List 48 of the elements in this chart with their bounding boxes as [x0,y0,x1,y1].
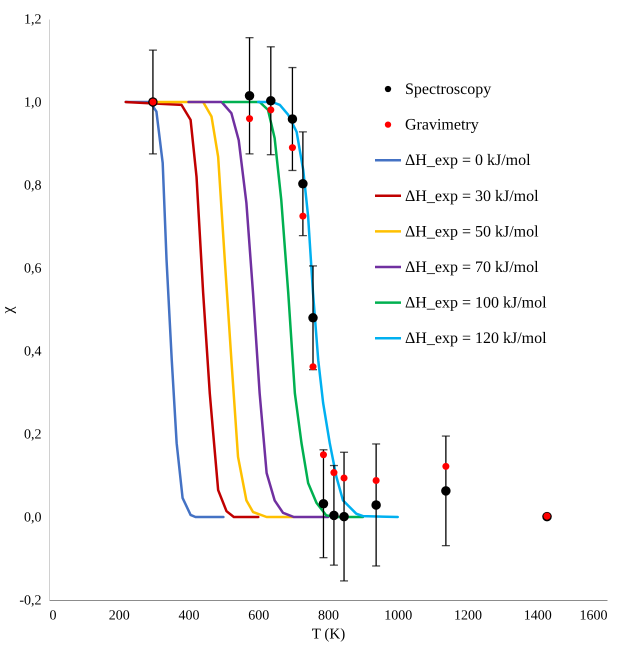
y-axis-title: χ [0,306,16,315]
point [246,115,254,122]
legend-label: Gravimetry [405,116,479,134]
point [309,363,317,370]
x-tick-label: 200 [108,608,130,624]
point [441,486,451,496]
point [339,512,349,522]
x-tick-label: 1400 [524,608,552,624]
legend-label: ΔH_exp = 50 kJ/mol [405,223,540,240]
legend-label: ΔH_exp = 0 kJ/mol [405,152,532,170]
y-tick-label: 0,6 [24,262,42,276]
x-tick-label: 1600 [580,608,608,624]
point [298,179,308,188]
point [330,469,338,476]
point [320,451,327,458]
x-tick-label: 1000 [384,608,412,624]
y-tick-label: 0,2 [24,428,42,442]
point [372,476,380,484]
x-axis-title: T (K) [312,626,346,642]
point [442,462,450,470]
y-tick-label: 1,0 [24,96,42,110]
legend-label: ΔH_exp = 100 kJ/mol [405,294,548,312]
x-tick-label: 600 [248,608,270,624]
y-tick-label: 0,4 [24,344,42,360]
point [308,313,318,323]
legend-label: Spectroscopy [405,81,492,98]
point [318,498,328,508]
point [244,91,254,101]
point [340,474,348,482]
point [329,510,339,520]
x-tick-label: 800 [318,608,339,624]
point [288,144,296,152]
point [371,500,381,510]
point [267,106,274,114]
line-series [124,100,260,518]
point [266,96,276,106]
y-tick-label: 0,0 [24,510,42,526]
x-tick-label: 1200 [454,608,482,624]
y-tick-label: 1,2 [24,12,42,28]
legend-label: ΔH_exp = 70 kJ/mol [405,259,540,276]
legend-label: ΔH_exp = 120 kJ/mol [405,330,548,348]
y-tick-label: -0,2 [19,594,42,608]
x-tick-label: 400 [178,608,200,624]
point [299,212,306,220]
x-tick-label: 0 [50,608,56,624]
y-tick-label: 0,8 [24,178,42,194]
legend-label: ΔH_exp = 30 kJ/mol [405,188,540,205]
point [288,114,298,124]
